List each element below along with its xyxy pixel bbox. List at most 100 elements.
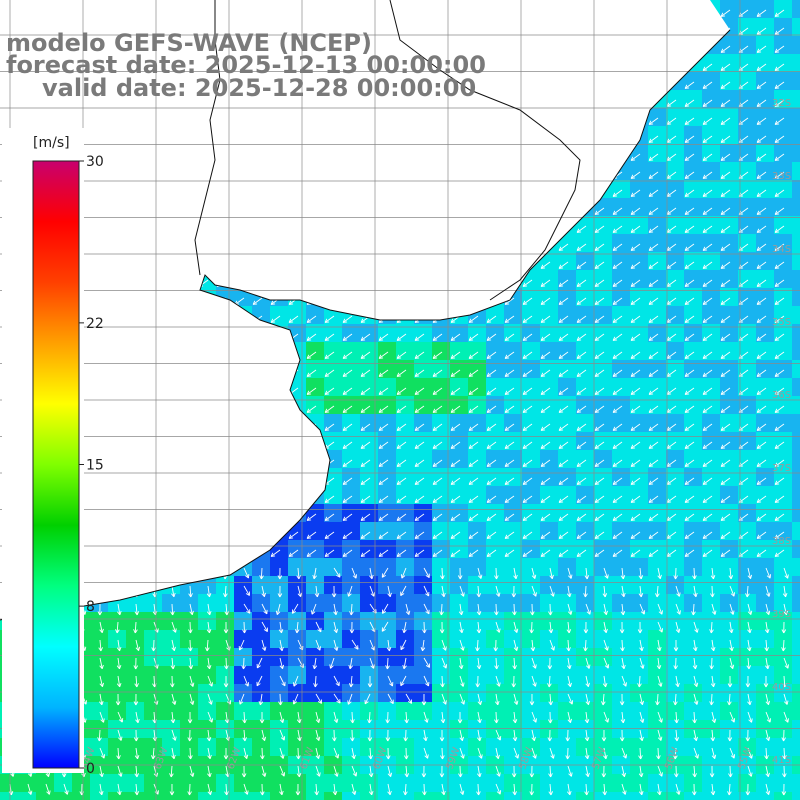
wind-speed-cell [234,612,253,631]
wind-speed-cell [252,594,271,613]
wind-speed-cell [612,792,631,800]
wind-speed-cell [324,792,343,800]
wind-speed-cell [468,738,487,757]
wind-speed-cell [162,720,181,739]
wind-speed-cell [270,630,289,649]
wind-speed-cell [792,666,800,685]
wind-speed-cell [450,792,469,800]
wind-speed-cell [504,576,523,595]
wind-speed-cell [252,630,271,649]
wind-speed-cell [540,576,559,595]
wind-speed-cell [594,558,613,577]
wind-speed-cell [486,594,505,613]
wind-speed-cell [522,576,541,595]
wind-speed-cell [594,720,613,739]
wind-speed-cell [702,594,721,613]
wind-speed-cell [792,270,800,289]
wind-speed-cell [414,576,433,595]
wind-speed-cell [738,702,757,721]
wind-speed-cell [540,558,559,577]
wind-speed-cell [792,0,800,19]
wind-speed-cell [792,774,800,793]
wind-speed-cell [702,738,721,757]
wind-speed-cell [414,666,433,685]
wind-speed-cell [738,558,757,577]
wind-speed-cell [360,774,379,793]
wind-speed-cell [720,648,739,667]
wind-speed-cell [486,666,505,685]
wind-speed-cell [360,684,379,703]
wind-speed-cell [234,792,253,800]
wind-speed-cell [630,630,649,649]
wind-speed-cell [252,666,271,685]
wind-speed-cell [630,576,649,595]
wind-speed-cell [612,558,631,577]
wind-speed-cell [324,576,343,595]
wind-speed-cell [288,576,307,595]
wind-speed-cell [144,720,163,739]
wind-speed-cell [576,738,595,757]
wind-speed-cell [738,774,757,793]
wind-speed-cell [468,612,487,631]
wind-speed-cell [630,702,649,721]
wind-speed-cell [792,54,800,73]
wind-speed-cell [504,738,523,757]
wind-speed-cell [756,630,775,649]
wind-speed-cell [792,306,800,325]
wind-speed-cell [684,738,703,757]
wind-speed-cell [684,576,703,595]
wind-speed-cell [90,684,109,703]
wind-speed-cell [414,738,433,757]
wind-speed-cell [324,774,343,793]
wind-speed-cell [36,720,55,739]
wind-speed-cell [792,414,800,433]
wind-speed-cell [180,648,199,667]
wind-speed-cell [504,612,523,631]
wind-speed-cell [144,684,163,703]
wind-speed-cell [486,720,505,739]
wind-speed-cell [540,648,559,667]
wind-speed-cell [324,702,343,721]
wind-speed-cell [414,612,433,631]
wind-speed-cell [720,612,739,631]
wind-speed-cell [378,774,397,793]
wind-speed-cell [180,594,199,613]
wind-speed-cell [792,126,800,145]
wind-speed-cell [558,630,577,649]
wind-speed-cell [576,558,595,577]
wind-speed-cell [144,666,163,685]
wind-speed-cell [270,666,289,685]
wind-speed-cell [792,342,800,361]
wind-speed-cell [216,774,235,793]
wind-speed-cell [108,774,127,793]
wind-speed-cell [72,774,91,793]
wind-speed-cell [90,702,109,721]
wind-speed-cell [252,774,271,793]
wind-speed-cell [360,792,379,800]
wind-speed-cell [342,576,361,595]
wind-speed-cell [792,720,800,739]
wind-speed-cell [576,666,595,685]
wind-speed-cell [594,576,613,595]
wind-speed-cell [540,792,559,800]
wind-speed-cell [342,774,361,793]
wind-speed-cell [360,666,379,685]
wind-speed-cell [486,630,505,649]
wind-speed-cell [18,720,37,739]
wind-speed-cell [648,612,667,631]
wind-speed-cell [720,594,739,613]
wind-speed-cell [792,612,800,631]
wind-speed-cell [792,108,800,127]
latitude-label: 32S [772,98,791,109]
wind-speed-cell [36,684,55,703]
wind-speed-cell [144,702,163,721]
wind-speed-cell [396,666,415,685]
wind-speed-cell [558,684,577,703]
wind-speed-cell [756,720,775,739]
wind-speed-cell [342,720,361,739]
wind-speed-cell [540,720,559,739]
wind-speed-cell [450,576,469,595]
wind-speed-cell [612,594,631,613]
wind-speed-cell [36,792,55,800]
